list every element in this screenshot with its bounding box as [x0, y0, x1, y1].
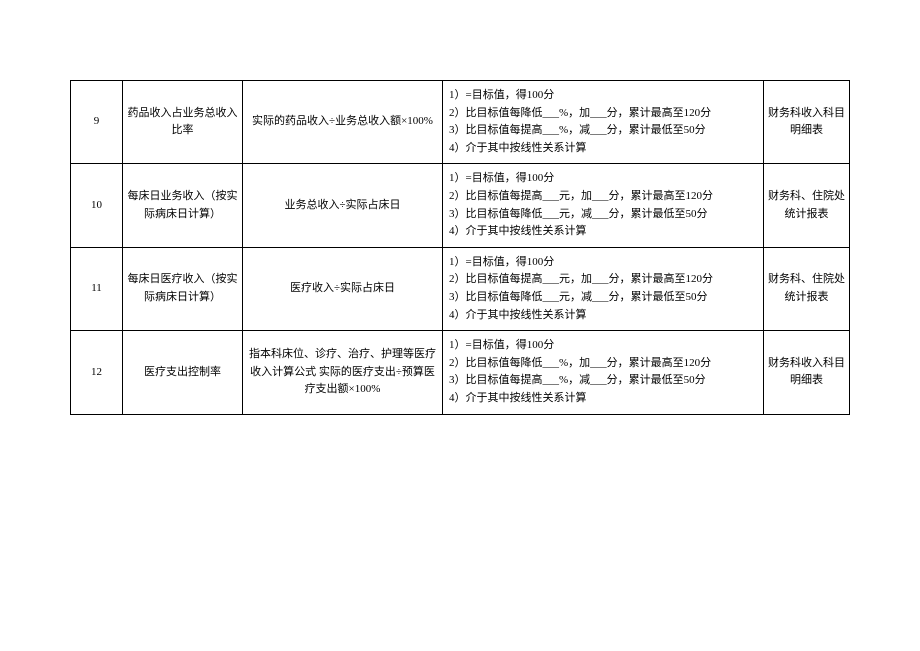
scoring-rules: 1）=目标值，得100分2）比目标值每提高___元，加___分，累计最高至120…	[443, 164, 764, 247]
data-source: 财务科、住院处统计报表	[764, 247, 850, 330]
formula: 实际的药品收入÷业务总收入额×100%	[243, 81, 443, 164]
metric-name: 每床日医疗收入（按实际病床日计算）	[123, 247, 243, 330]
row-number: 9	[71, 81, 123, 164]
table-row: 10 每床日业务收入（按实际病床日计算） 业务总收入÷实际占床日 1）=目标值，…	[71, 164, 850, 247]
formula: 医疗收入÷实际占床日	[243, 247, 443, 330]
row-number: 12	[71, 331, 123, 414]
data-source: 财务科、住院处统计报表	[764, 164, 850, 247]
table-body: 9 药品收入占业务总收入比率 实际的药品收入÷业务总收入额×100% 1）=目标…	[71, 81, 850, 415]
table-row: 12 医疗支出控制率 指本科床位、诊疗、治疗、护理等医疗收入计算公式 实际的医疗…	[71, 331, 850, 414]
table-row: 9 药品收入占业务总收入比率 实际的药品收入÷业务总收入额×100% 1）=目标…	[71, 81, 850, 164]
table-row: 11 每床日医疗收入（按实际病床日计算） 医疗收入÷实际占床日 1）=目标值，得…	[71, 247, 850, 330]
row-number: 11	[71, 247, 123, 330]
scoring-rules: 1）=目标值，得100分2）比目标值每提高___元，加___分，累计最高至120…	[443, 247, 764, 330]
row-number: 10	[71, 164, 123, 247]
metric-name: 每床日业务收入（按实际病床日计算）	[123, 164, 243, 247]
scoring-rules: 1）=目标值，得100分2）比目标值每降低___%，加___分，累计最高至120…	[443, 81, 764, 164]
scoring-rules: 1）=目标值，得100分2）比目标值每降低___%，加___分，累计最高至120…	[443, 331, 764, 414]
formula: 业务总收入÷实际占床日	[243, 164, 443, 247]
formula: 指本科床位、诊疗、治疗、护理等医疗收入计算公式 实际的医疗支出÷预算医疗支出额×…	[243, 331, 443, 414]
metric-name: 药品收入占业务总收入比率	[123, 81, 243, 164]
metrics-table: 9 药品收入占业务总收入比率 实际的药品收入÷业务总收入额×100% 1）=目标…	[70, 80, 850, 415]
data-source: 财务科收入科目明细表	[764, 81, 850, 164]
metric-name: 医疗支出控制率	[123, 331, 243, 414]
data-source: 财务科收入科目明细表	[764, 331, 850, 414]
